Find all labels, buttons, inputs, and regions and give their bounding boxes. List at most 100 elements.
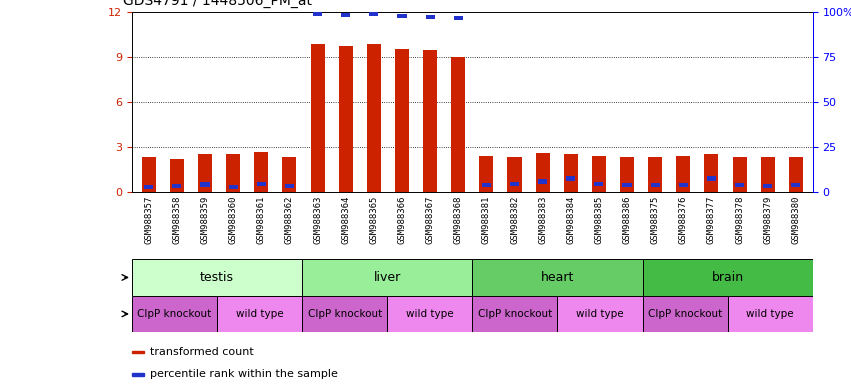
Bar [132,296,217,332]
Bar [254,152,268,192]
Text: GSM988360: GSM988360 [229,195,237,244]
Bar [622,183,631,187]
Text: GSM988377: GSM988377 [707,195,716,244]
Bar [395,49,409,192]
Bar [217,296,302,332]
Bar [451,57,465,192]
Bar [789,157,802,192]
Bar [313,12,323,17]
Text: GSM988376: GSM988376 [679,195,688,244]
Text: GSM988384: GSM988384 [566,195,575,244]
Bar [479,156,494,192]
Text: GSM988359: GSM988359 [201,195,209,244]
Bar [173,184,181,188]
Bar [397,13,407,18]
Text: GSM988381: GSM988381 [482,195,491,244]
Text: heart: heart [540,271,574,284]
Bar [643,296,728,332]
Text: liver: liver [374,271,401,284]
Text: GSM988383: GSM988383 [538,195,547,244]
Text: GSM988363: GSM988363 [313,195,322,244]
Bar [367,44,381,192]
Bar [257,182,266,186]
Text: GSM988375: GSM988375 [651,195,660,244]
Text: transformed count: transformed count [150,347,254,357]
Text: ClpP knockout: ClpP knockout [477,309,552,319]
Bar [728,296,813,332]
Bar [302,259,472,296]
Text: ClpP knockout: ClpP knockout [307,309,382,319]
Bar [132,351,144,353]
Text: GSM988357: GSM988357 [145,195,153,244]
Text: wild type: wild type [236,309,283,319]
Bar [369,12,379,17]
Bar [648,157,662,192]
Text: GSM988382: GSM988382 [510,195,519,244]
Text: GSM988365: GSM988365 [369,195,379,244]
Bar [679,183,688,187]
Bar [733,157,746,192]
Bar [482,183,491,187]
Text: GSM988368: GSM988368 [454,195,463,244]
Bar [651,183,660,187]
Bar [557,296,643,332]
Bar [229,185,237,189]
Bar [339,46,353,192]
Bar [510,182,519,186]
Text: testis: testis [200,271,234,284]
Bar [620,157,634,192]
Bar [643,259,813,296]
Bar [285,184,294,188]
Bar [791,183,801,187]
Text: GDS4791 / 1448506_PM_at: GDS4791 / 1448506_PM_at [123,0,312,8]
Bar [201,182,209,187]
Text: GSM988367: GSM988367 [426,195,435,244]
Text: GSM988386: GSM988386 [623,195,631,244]
Bar [472,259,643,296]
Bar [454,16,463,20]
Bar [707,176,716,180]
Bar [763,184,772,188]
Bar [507,157,522,192]
Bar [341,13,351,17]
Bar [132,259,302,296]
Text: GSM988364: GSM988364 [341,195,351,244]
Text: GSM988362: GSM988362 [285,195,294,244]
Bar [302,296,387,332]
Text: percentile rank within the sample: percentile rank within the sample [150,369,338,379]
Bar [538,179,547,184]
Text: ClpP knockout: ClpP knockout [648,309,722,319]
Text: GSM988361: GSM988361 [257,195,266,244]
Bar [535,153,550,192]
Bar [761,157,774,192]
Text: brain: brain [711,271,744,284]
Bar [132,373,144,376]
Bar [563,154,578,192]
Bar [426,15,435,19]
Bar [283,157,296,192]
Bar [142,157,156,192]
Text: GSM988385: GSM988385 [594,195,603,244]
Text: GSM988379: GSM988379 [763,195,772,244]
Bar [566,176,575,180]
Text: GSM988366: GSM988366 [397,195,407,244]
Bar [591,156,606,192]
Bar [311,44,324,192]
Bar [198,154,212,192]
Text: wild type: wild type [406,309,454,319]
Text: wild type: wild type [746,309,794,319]
Bar [472,296,557,332]
Bar [387,296,472,332]
Bar [705,154,718,192]
Bar [735,183,744,187]
Text: GSM988358: GSM988358 [173,195,181,244]
Text: ClpP knockout: ClpP knockout [137,309,212,319]
Text: GSM988380: GSM988380 [791,195,800,244]
Bar [170,159,184,192]
Text: wild type: wild type [576,309,624,319]
Bar [144,185,153,189]
Bar [594,182,603,186]
Text: GSM988378: GSM988378 [735,195,744,244]
Bar [423,50,437,192]
Bar [677,156,690,192]
